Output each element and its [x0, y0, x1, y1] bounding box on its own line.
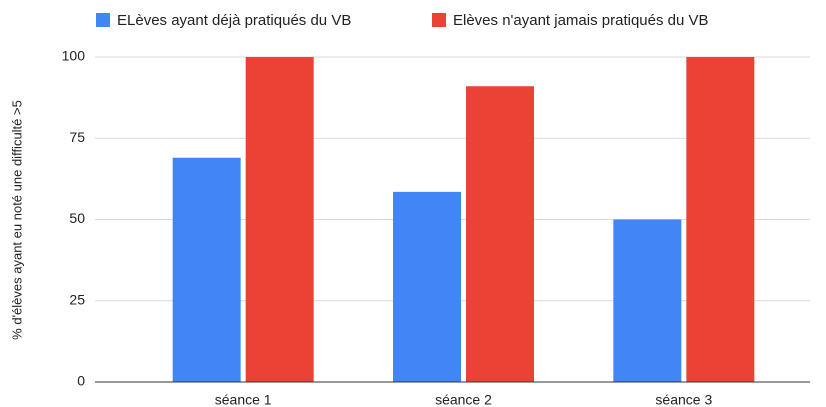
legend-swatch — [432, 13, 446, 27]
legend-label: ELèves ayant déjà pratiqués du VB — [117, 12, 351, 29]
legend-label: Elèves n'ayant jamais pratiqués du VB — [453, 12, 709, 29]
bar — [245, 57, 314, 382]
y-tick-label: 50 — [69, 210, 85, 226]
bar — [613, 219, 682, 382]
y-tick-label: 0 — [77, 373, 85, 389]
bar — [466, 86, 534, 382]
x-tick-label: séance 1 — [215, 392, 272, 407]
y-tick-label: 25 — [69, 291, 85, 307]
y-axis-label: % d'élèves ayant eu noté une difficulté … — [9, 100, 24, 340]
x-tick-label: séance 3 — [655, 392, 712, 407]
legend-swatch — [96, 13, 110, 27]
bar — [686, 57, 755, 382]
bar — [393, 191, 461, 382]
y-tick-label: 100 — [62, 48, 86, 64]
bar — [172, 157, 241, 382]
y-tick-label: 75 — [69, 129, 85, 145]
x-tick-label: séance 2 — [435, 392, 492, 407]
